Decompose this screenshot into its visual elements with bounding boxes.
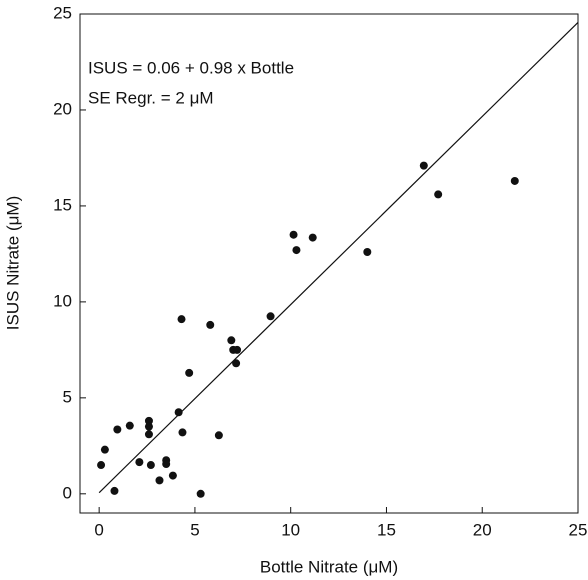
data-point [135, 458, 144, 467]
data-point [233, 345, 242, 354]
x-tick-label: 0 [94, 520, 103, 539]
data-point [292, 246, 301, 255]
data-point [363, 247, 372, 256]
x-tick-label: 25 [569, 520, 588, 539]
y-tick-label: 0 [63, 483, 72, 502]
annotation: ISUS = 0.06 + 0.98 x Bottle [88, 58, 294, 77]
data-point [206, 320, 215, 329]
data-point [144, 430, 153, 439]
data-point [144, 416, 153, 425]
data-point [168, 471, 177, 480]
data-point [178, 428, 187, 437]
data-point [100, 445, 109, 454]
x-tick-label: 20 [473, 520, 492, 539]
data-point [227, 336, 236, 345]
data-point [510, 176, 519, 185]
y-tick-label: 10 [53, 291, 72, 310]
plot-frame [79, 13, 579, 514]
data-point [266, 312, 275, 321]
x-tick-label: 5 [190, 520, 199, 539]
data-point [289, 230, 298, 239]
data-point [155, 476, 164, 485]
data-point [110, 486, 119, 495]
data-point [214, 431, 223, 440]
y-tick-label: 5 [63, 387, 72, 406]
y-tick-label: 25 [53, 3, 72, 22]
x-tick-label: 15 [377, 520, 396, 539]
y-tick-label: 20 [53, 99, 72, 118]
data-point [177, 315, 186, 324]
data-point [113, 425, 122, 434]
data-point [162, 460, 171, 469]
x-axis-label: Bottle Nitrate (μM) [260, 557, 398, 576]
y-tick-label: 15 [53, 195, 72, 214]
data-point [434, 190, 443, 199]
annotation: SE Regr. = 2 μM [88, 88, 214, 107]
data-point [308, 233, 317, 242]
data-point [419, 161, 428, 170]
data-point [174, 408, 183, 417]
y-axis-label: ISUS Nitrate (μM) [3, 196, 22, 330]
data-point [97, 461, 106, 470]
data-point [125, 421, 134, 430]
data-point [144, 422, 153, 431]
x-tick-label: 10 [281, 520, 300, 539]
data-point [232, 359, 241, 368]
data-point [146, 461, 155, 470]
data-point [196, 489, 205, 498]
data-point [185, 368, 194, 377]
